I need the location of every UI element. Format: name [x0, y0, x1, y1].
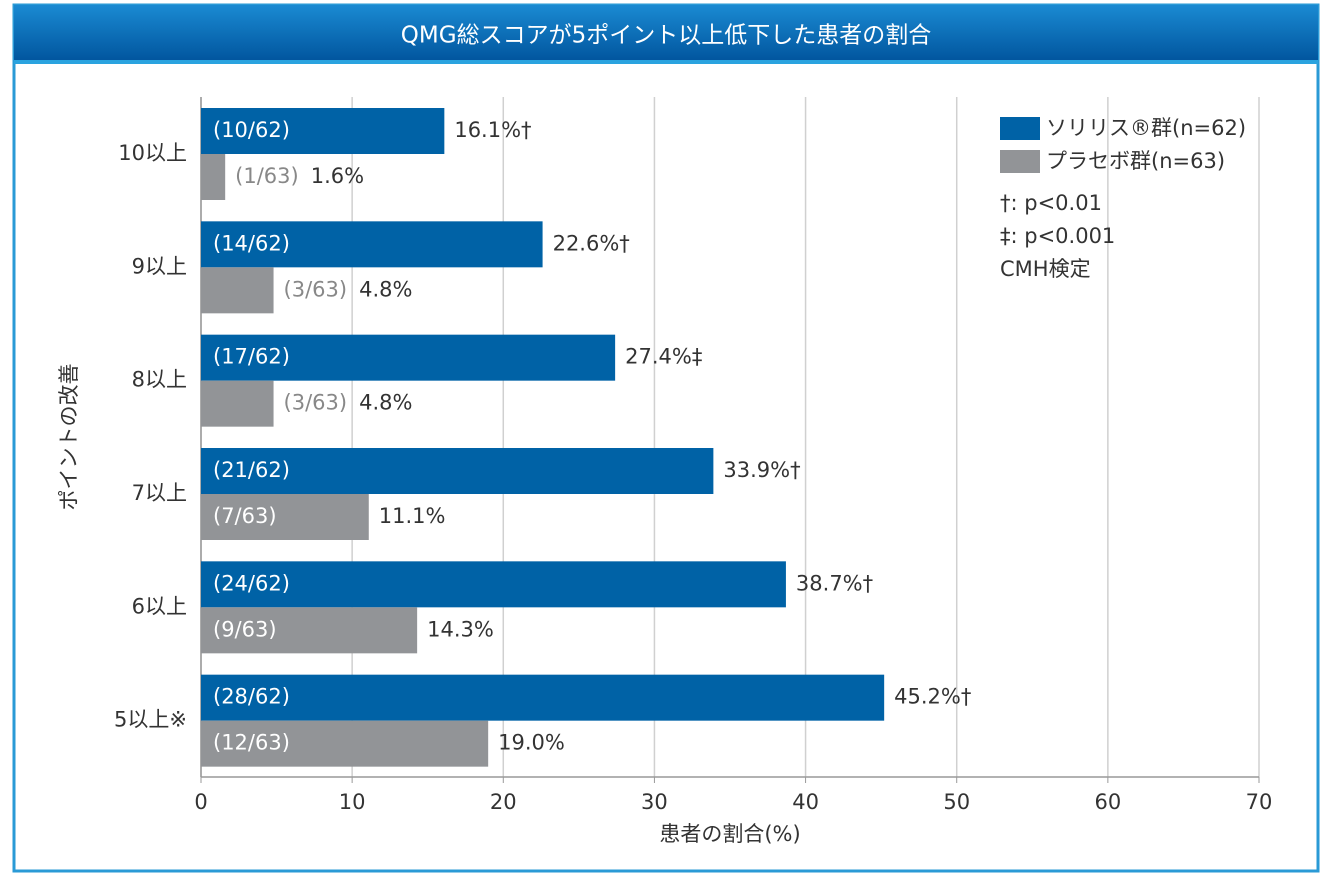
- x-tick-label: 10: [339, 790, 366, 814]
- bar: [201, 154, 226, 200]
- count-label: (7/63): [213, 504, 277, 528]
- value-label: 11.1%: [379, 504, 446, 528]
- bar: [201, 380, 274, 427]
- chart-title: QMG総スコアが5ポイント以上低下した患者の割合: [401, 23, 931, 49]
- y-tick-label: 6以上: [132, 594, 187, 618]
- value-label: 4.8%: [359, 391, 412, 415]
- value-label: 1.6%: [311, 164, 364, 188]
- y-tick-label: 10以上: [118, 141, 187, 165]
- y-tick-label: 5以上※: [114, 708, 187, 732]
- x-axis-label: 患者の割合(%): [659, 822, 800, 846]
- bar: [201, 674, 885, 721]
- x-tick-label: 40: [792, 790, 819, 814]
- count-label: (24/62): [213, 571, 290, 595]
- bar: [201, 720, 489, 767]
- bar: [201, 334, 616, 381]
- x-tick-label: 30: [641, 790, 668, 814]
- bar: [201, 267, 274, 314]
- count-label: (17/62): [213, 345, 290, 369]
- bar: [201, 494, 369, 540]
- y-axis-label: ポイントの改善: [57, 364, 81, 511]
- x-tick-label: 60: [1094, 790, 1121, 814]
- bar: [201, 448, 714, 494]
- value-label: 4.8%: [359, 277, 412, 301]
- value-label: 38.7%†: [796, 571, 873, 595]
- legend-label: ソリリス®群(n=62): [1046, 116, 1246, 140]
- x-tick-label: 20: [490, 790, 517, 814]
- value-label: 22.6%†: [553, 231, 630, 255]
- x-tick-label: 50: [943, 790, 970, 814]
- y-tick-label: 7以上: [132, 481, 187, 505]
- count-label: (12/63): [213, 731, 290, 755]
- title-bar: [14, 5, 1318, 63]
- count-label: (9/63): [213, 617, 277, 641]
- count-label: (14/62): [213, 231, 290, 255]
- bar: [201, 221, 543, 268]
- bar: [201, 108, 445, 154]
- count-label: (10/62): [213, 118, 290, 142]
- bar: [201, 607, 418, 654]
- count-label: (28/62): [213, 685, 290, 709]
- x-tick-label: 0: [194, 790, 207, 814]
- legend-swatch: [1000, 150, 1040, 173]
- y-tick-label: 9以上: [132, 254, 187, 278]
- bar: [201, 561, 786, 608]
- annotation: †: p<0.01: [1000, 191, 1102, 215]
- count-label: (3/63): [284, 277, 348, 301]
- legend-label: プラセボ群(n=63): [1046, 149, 1225, 173]
- count-label: (1/63): [235, 164, 299, 188]
- value-label: 33.9%†: [723, 458, 800, 482]
- annotation: CMH検定: [1000, 257, 1091, 281]
- value-label: 14.3%: [427, 617, 494, 641]
- value-label: 27.4%‡: [625, 345, 702, 369]
- x-tick-label: 70: [1246, 790, 1273, 814]
- value-label: 45.2%†: [894, 685, 971, 709]
- count-label: (21/62): [213, 458, 290, 482]
- value-label: 19.0%: [498, 731, 565, 755]
- legend-swatch: [1000, 117, 1040, 140]
- y-tick-label: 8以上: [132, 368, 187, 392]
- value-label: 16.1%†: [454, 118, 531, 142]
- annotation: ‡: p<0.001: [1000, 224, 1115, 248]
- title-bar-edge: [14, 60, 1318, 64]
- count-label: (3/63): [284, 391, 348, 415]
